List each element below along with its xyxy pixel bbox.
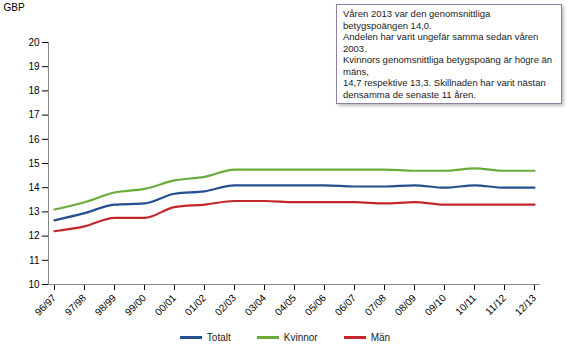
svg-text:GBP: GBP — [4, 2, 25, 13]
html-text:Män: Män — [370, 331, 391, 343]
svg-text:03/04: 03/04 — [243, 292, 269, 318]
svg-text:18: 18 — [28, 85, 40, 96]
svg-text:10/11: 10/11 — [453, 292, 478, 317]
svg-text:06/07: 06/07 — [333, 292, 359, 318]
svg-text:12: 12 — [28, 230, 40, 241]
svg-text:14: 14 — [28, 182, 40, 193]
svg-text:17: 17 — [28, 109, 40, 120]
svg-text:00/01: 00/01 — [153, 292, 179, 318]
html-text:Andelen har varit ungefär samm: Andelen har varit ungefär samma sedan vå… — [343, 31, 539, 54]
svg-text:07/08: 07/08 — [363, 292, 389, 318]
html-text:14,7 respektive 13,3. Skillnad: 14,7 respektive 13,3. Skillnaden har var… — [343, 77, 546, 88]
svg-text:09/10: 09/10 — [423, 292, 449, 318]
svg-text:16: 16 — [28, 134, 40, 145]
svg-text:97/98: 97/98 — [63, 292, 89, 318]
svg-text:05/06: 05/06 — [303, 292, 329, 318]
svg-text:96/97: 96/97 — [33, 292, 59, 318]
svg-text:99/00: 99/00 — [123, 292, 149, 318]
svg-text:11: 11 — [29, 254, 40, 265]
svg-text:11/12: 11/12 — [483, 292, 508, 317]
svg-text:01/02: 01/02 — [183, 292, 209, 318]
svg-text:15: 15 — [28, 158, 40, 169]
svg-text:04/05: 04/05 — [273, 292, 299, 318]
svg-text:19: 19 — [28, 61, 40, 72]
html-text:Kvinnors genomsnittliga betygs: Kvinnors genomsnittliga betygspoäng är h… — [343, 54, 553, 77]
svg-text:12/13: 12/13 — [513, 292, 539, 318]
html-text:densamma de senaste 11 åren.: densamma de senaste 11 åren. — [343, 88, 476, 100]
svg-text:13: 13 — [28, 206, 40, 217]
svg-text:20: 20 — [28, 37, 40, 48]
svg-text:08/09: 08/09 — [393, 292, 419, 318]
html-text:Kvinnor: Kvinnor — [283, 331, 318, 343]
svg-text:10: 10 — [28, 279, 40, 290]
html-text:Våren 2013 var den genomsnittl: Våren 2013 var den genomsnittliga betygs… — [343, 8, 491, 31]
svg-text:02/03: 02/03 — [213, 292, 239, 318]
svg-text:98/99: 98/99 — [93, 292, 119, 318]
html-text:Totalt: Totalt — [206, 331, 231, 343]
